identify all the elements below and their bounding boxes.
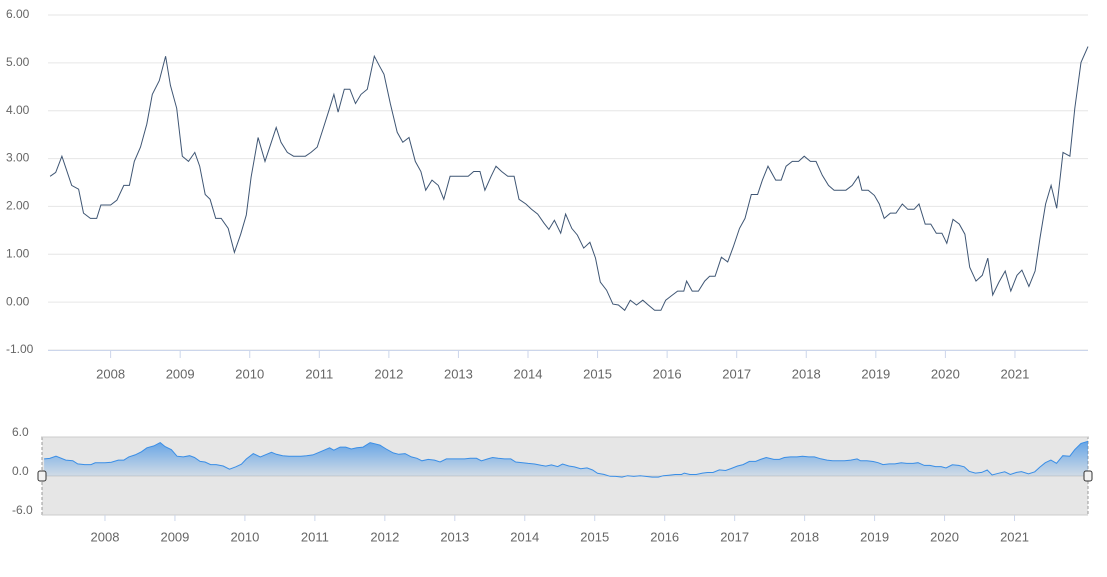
navigator-y-tick-label: -6.0 xyxy=(12,503,33,517)
navigator-x-tick-label: 2017 xyxy=(720,529,749,544)
navigator-x-tick-label: 2009 xyxy=(160,529,189,544)
y-tick-label: 5.00 xyxy=(6,55,30,69)
navigator-x-tick-label: 2015 xyxy=(580,529,609,544)
x-tick-label: 2012 xyxy=(374,366,403,381)
x-tick-label: 2011 xyxy=(305,366,333,381)
data-line xyxy=(49,46,1089,312)
navigator-y-tick-label: 0.0 xyxy=(12,464,29,478)
x-tick-label: 2014 xyxy=(514,366,543,381)
navigator-x-tick-label: 2021 xyxy=(1000,529,1029,544)
y-tick-label: 2.00 xyxy=(6,199,30,213)
x-tick-label: 2009 xyxy=(166,366,195,381)
y-tick-label: 0.00 xyxy=(6,294,30,308)
navigator-y-tick-label: 6.0 xyxy=(12,425,29,439)
x-tick-label: 2021 xyxy=(1000,366,1029,381)
navigator-x-tick-label: 2008 xyxy=(91,529,120,544)
navigator-x-tick-label: 2012 xyxy=(370,529,399,544)
navigator-line xyxy=(44,440,1089,478)
x-tick-label: 2013 xyxy=(444,366,473,381)
navigator-x-tick-label: 2013 xyxy=(440,529,469,544)
navigator-x-tick-label: 2014 xyxy=(510,529,539,544)
navigator-x-tick-label: 2011 xyxy=(301,529,329,544)
y-tick-label: 6.00 xyxy=(6,7,30,21)
y-tick-label: 1.00 xyxy=(6,246,30,260)
navigator-area xyxy=(44,441,1089,478)
x-tick-label: 2017 xyxy=(722,366,751,381)
x-tick-label: 2016 xyxy=(653,366,682,381)
x-tick-label: 2015 xyxy=(583,366,612,381)
y-tick-label: 3.00 xyxy=(6,151,30,165)
navigator-handle[interactable] xyxy=(1083,470,1093,482)
x-tick-label: 2020 xyxy=(931,366,960,381)
x-tick-label: 2018 xyxy=(792,366,821,381)
navigator-x-tick-label: 2016 xyxy=(650,529,679,544)
x-tick-label: 2019 xyxy=(861,366,890,381)
y-tick-label: 4.00 xyxy=(6,103,30,117)
navigator-handle[interactable] xyxy=(37,470,47,482)
navigator-x-tick-label: 2018 xyxy=(790,529,819,544)
navigator-x-tick-label: 2019 xyxy=(860,529,889,544)
navigator-x-tick-label: 2020 xyxy=(930,529,959,544)
x-tick-label: 2010 xyxy=(235,366,264,381)
y-tick-label: -1.00 xyxy=(6,342,34,356)
navigator-x-tick-label: 2010 xyxy=(230,529,259,544)
x-tick-label: 2008 xyxy=(96,366,125,381)
